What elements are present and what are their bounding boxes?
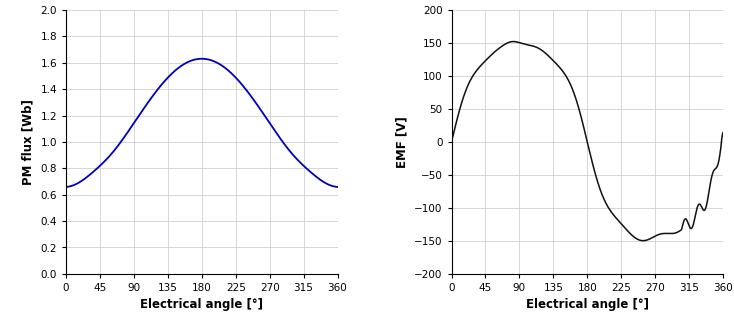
X-axis label: Electrical angle [°]: Electrical angle [°] (526, 298, 649, 312)
X-axis label: Electrical angle [°]: Electrical angle [°] (140, 298, 264, 312)
Y-axis label: PM flux [Wb]: PM flux [Wb] (22, 99, 34, 185)
Y-axis label: EMF [V]: EMF [V] (396, 116, 408, 168)
